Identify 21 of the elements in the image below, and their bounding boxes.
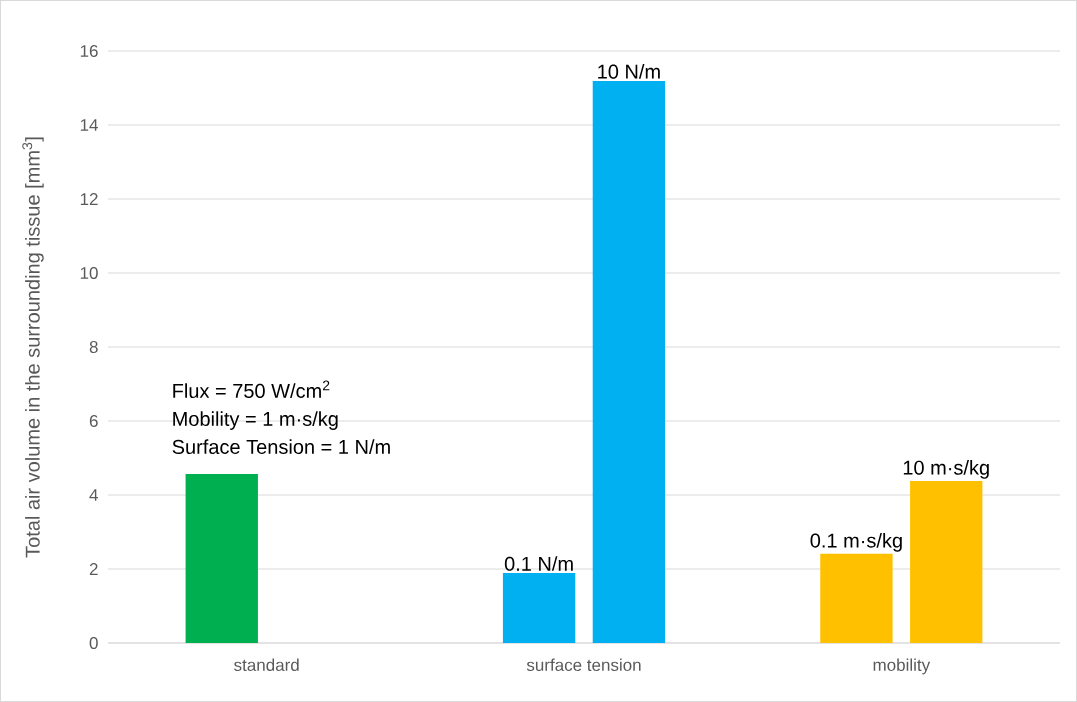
y-tick-label: 0 bbox=[89, 636, 98, 650]
annotation: Flux = 750 W/cm$^{2}$ bbox=[173, 380, 330, 398]
y-tick-label: 14 bbox=[80, 119, 98, 131]
x-tick-label: mobility bbox=[873, 658, 931, 675]
annotation: 0.1 N/m bbox=[504, 556, 573, 571]
y-tick-label: 2 bbox=[89, 563, 98, 575]
y-axis-title: Total air volume in the surrounding tissue [mm$^{3}$] bbox=[22, 137, 44, 558]
x-tick-label: standard bbox=[234, 658, 299, 672]
annotation: Surface Tension = 1 N/m bbox=[172, 439, 390, 454]
annotation: 10 m·s/kg bbox=[903, 460, 989, 479]
y-tick-label: 4 bbox=[89, 489, 98, 501]
annotation: 0.1 m·s/kg bbox=[810, 532, 902, 552]
y-tick-label: 12 bbox=[80, 193, 98, 205]
annotation: 10 N/m bbox=[598, 64, 660, 79]
annotation: Mobility = 1 m·s/kg bbox=[173, 411, 338, 430]
y-tick-label: 16 bbox=[80, 44, 98, 58]
bar bbox=[185, 473, 258, 643]
x-tick-label: surface tension bbox=[526, 658, 641, 672]
y-tick-label: 6 bbox=[89, 414, 98, 428]
y-tick-label: 10 bbox=[80, 266, 98, 280]
y-tick-label: 8 bbox=[89, 340, 98, 354]
